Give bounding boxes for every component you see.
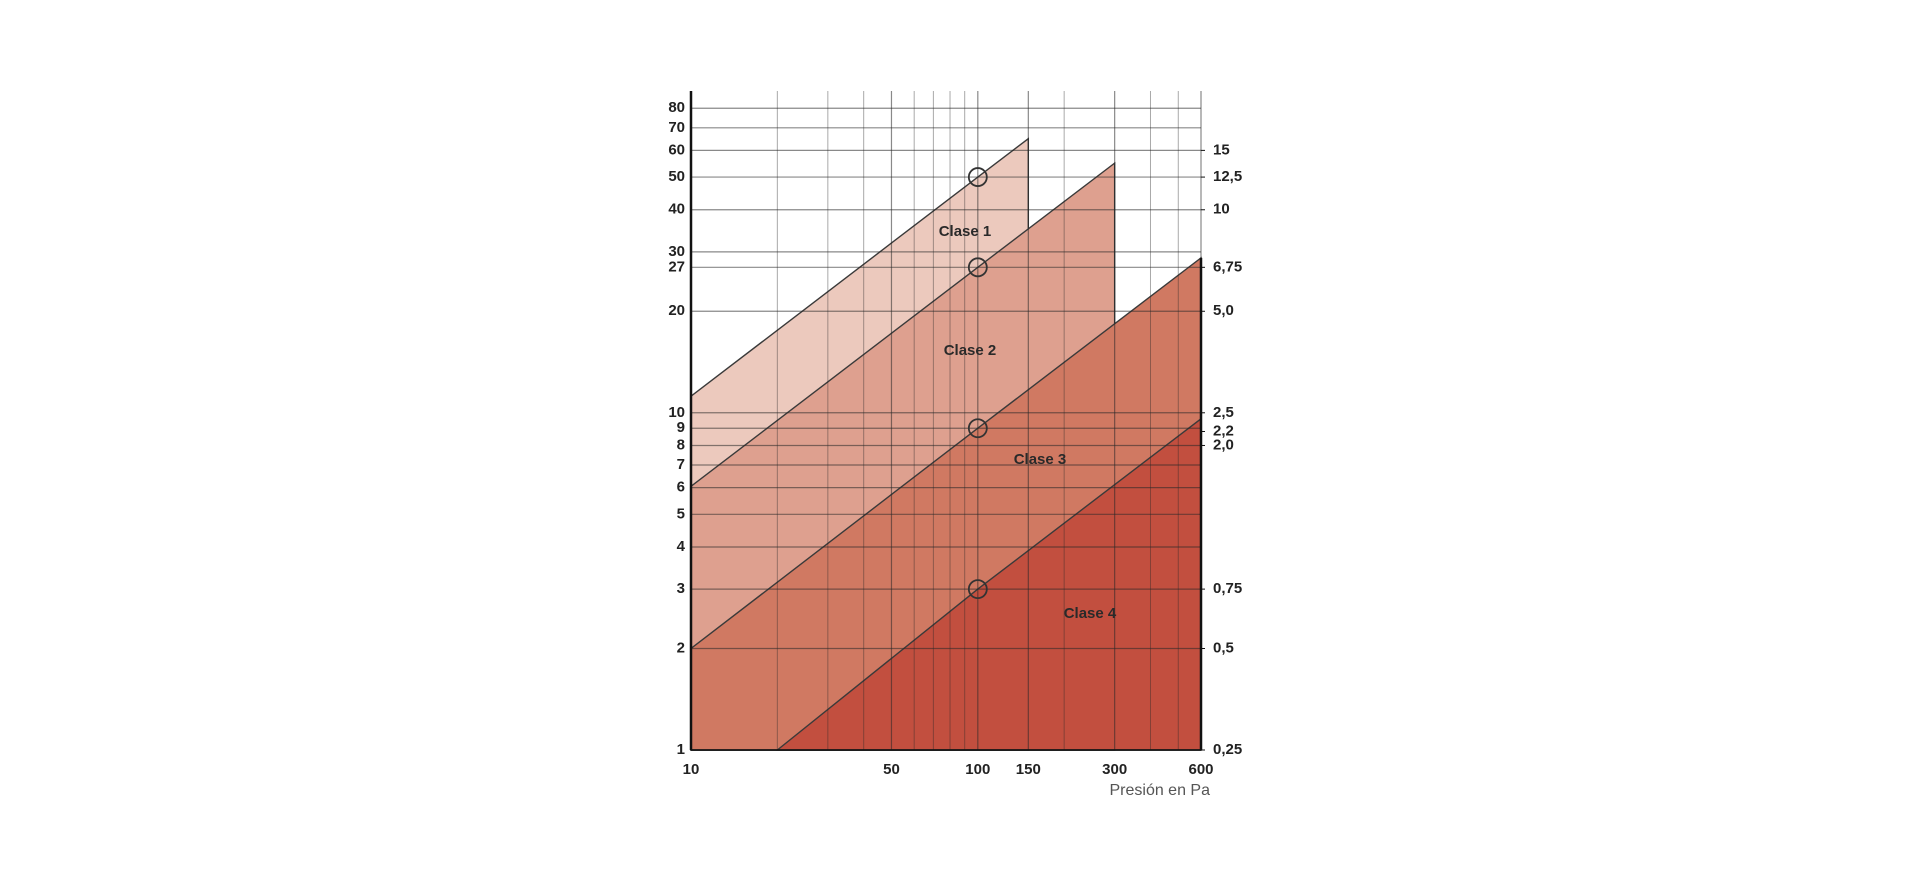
y-tick-label: 4 <box>677 538 686 555</box>
y-tick-label: 5 <box>677 505 685 522</box>
y-tick-label: 50 <box>668 168 685 185</box>
class-label: Clase 4 <box>1064 605 1117 622</box>
y-tick-label: 40 <box>668 201 685 218</box>
y-tick-label: 9 <box>677 419 685 436</box>
x-tick-label: 600 <box>1188 761 1213 778</box>
x-tick-label: 50 <box>883 761 900 778</box>
reference-marker <box>967 418 988 439</box>
class-label: Clase 1 <box>939 223 992 240</box>
class-label: Clase 2 <box>944 342 997 359</box>
y-tick-label: 80 <box>668 99 685 116</box>
y-tick-label: 27 <box>668 258 685 275</box>
reference-marker <box>967 257 988 278</box>
class-label: Clase 3 <box>1014 451 1067 468</box>
y-tick-label: 3 <box>677 580 685 597</box>
y-tick-label: 30 <box>668 243 685 260</box>
y-tick-label: 10 <box>668 404 685 421</box>
y2-tick-label: 10 <box>1213 201 1230 218</box>
y-tick-label: 1 <box>677 741 685 758</box>
y2-tick-label: 0,5 <box>1213 639 1234 656</box>
x-tick-label: 100 <box>965 761 990 778</box>
y-tick-label: 8 <box>677 436 685 453</box>
y2-tick-label: 6,75 <box>1213 258 1242 275</box>
x-tick-label: 300 <box>1102 761 1127 778</box>
y2-tick-label: 15 <box>1213 141 1230 158</box>
y2-tick-label: 2,0 <box>1213 436 1234 453</box>
reference-marker <box>967 167 988 187</box>
y2-tick-label: 0,25 <box>1213 741 1242 758</box>
y-tick-label: 2 <box>677 639 685 656</box>
y-tick-label: 20 <box>668 302 685 319</box>
y-tick-label: 6 <box>677 479 685 496</box>
y2-tick-label: 5,0 <box>1213 302 1234 319</box>
y2-tick-label: 2,2 <box>1213 422 1234 439</box>
x-tick-label: 150 <box>1016 761 1041 778</box>
reference-marker <box>967 579 988 600</box>
y2-tick-label: 12,5 <box>1213 168 1242 185</box>
y2-tick-label: 2,5 <box>1213 404 1234 421</box>
y-tick-label: 70 <box>668 119 685 136</box>
x-axis-label: Presión en Pa <box>1109 782 1210 799</box>
y-tick-label: 7 <box>677 456 685 473</box>
y2-tick-label: 0,75 <box>1213 580 1242 597</box>
x-tick-label: 10 <box>683 761 700 778</box>
y-tick-label: 60 <box>668 141 685 158</box>
